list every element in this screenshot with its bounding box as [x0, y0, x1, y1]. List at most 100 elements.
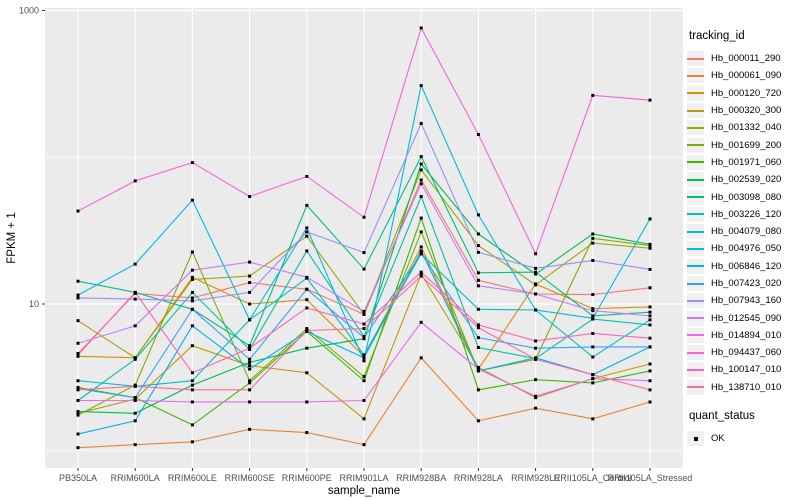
y-axis-title: FPKM + 1: [6, 212, 18, 263]
data-point: [591, 307, 595, 311]
data-point: [476, 132, 480, 136]
legend-item-label: Hb_004079_080: [711, 226, 782, 238]
data-point: [248, 195, 252, 199]
data-point: [648, 336, 652, 340]
data-point: [305, 249, 309, 253]
x-tick-label: RRIM901LA: [339, 473, 388, 483]
data-point: [534, 270, 538, 274]
data-point: [76, 341, 80, 345]
x-tick-label: RRII105LA_Stressed: [608, 473, 693, 483]
legend-key-line-icon: [687, 85, 704, 101]
data-point: [534, 406, 538, 410]
legend-key-line-icon: [687, 310, 704, 326]
legend-item-label: Hb_001699_200: [711, 139, 782, 151]
data-point: [419, 195, 423, 199]
legend-item-quant: OK: [687, 430, 799, 447]
legend-item: Hb_000120_720: [687, 85, 799, 102]
data-point: [419, 162, 423, 166]
data-point: [419, 356, 423, 360]
data-point: [190, 383, 194, 387]
data-point: [534, 252, 538, 256]
data-point: [591, 377, 595, 381]
data-point: [133, 262, 137, 266]
legend-key-line-icon: [687, 241, 704, 257]
legend-item: Hb_138710_010: [687, 379, 799, 396]
legend-key-line-icon: [687, 154, 704, 170]
data-point: [648, 345, 652, 349]
data-point: [534, 292, 538, 296]
data-point: [248, 260, 252, 264]
data-point: [248, 274, 252, 278]
legend-item-label: Hb_012545_090: [711, 312, 782, 324]
legend-item-label: Hb_000320_300: [711, 105, 782, 117]
data-point: [76, 432, 80, 436]
data-point: [76, 319, 80, 323]
legend-item-label: Hb_001971_060: [711, 156, 782, 168]
legend-key-line-icon: [687, 103, 704, 119]
data-point: [648, 400, 652, 404]
data-point: [362, 251, 366, 255]
legend-item: Hb_000320_300: [687, 102, 799, 119]
legend-key-line-icon: [687, 189, 704, 205]
legend-title-quant-status: quant_status: [689, 409, 755, 422]
data-point: [190, 250, 194, 254]
data-point: [305, 275, 309, 279]
data-point: [648, 388, 652, 392]
data-point: [190, 379, 194, 383]
data-point: [190, 371, 194, 375]
data-point: [476, 336, 480, 340]
legend-item-label: Hb_014894_010: [711, 329, 782, 341]
data-point: [248, 381, 252, 385]
x-tick-label: RRIM928BA: [396, 473, 446, 483]
legend-item: Hb_001699_200: [687, 136, 799, 153]
data-point: [133, 411, 137, 415]
data-point: [648, 310, 652, 314]
data-point: [534, 272, 538, 276]
legend-key-point-icon: [687, 431, 704, 447]
data-point: [190, 307, 194, 311]
legend-item-label: Hb_007943_160: [711, 295, 782, 307]
data-point: [190, 161, 194, 165]
legend-key-line-icon: [687, 51, 704, 67]
data-point: [76, 398, 80, 402]
x-tick-label: RRIM600PE: [282, 473, 332, 483]
data-point: [190, 290, 194, 294]
data-point: [76, 446, 80, 450]
data-point: [305, 174, 309, 178]
data-point: [419, 155, 423, 159]
data-point: [305, 298, 309, 302]
data-point: [362, 309, 366, 313]
data-point: [305, 400, 309, 404]
data-point: [362, 267, 366, 271]
data-point: [591, 381, 595, 385]
data-point: [476, 323, 480, 327]
data-point: [476, 388, 480, 392]
legend-key-line-icon: [687, 327, 704, 343]
data-point: [534, 283, 538, 287]
legend-key-line-icon: [687, 224, 704, 240]
data-point: [305, 287, 309, 291]
data-point: [648, 323, 652, 327]
data-point: [362, 356, 366, 360]
data-point: [248, 367, 252, 371]
data-points: [76, 26, 652, 450]
data-point: [476, 367, 480, 371]
data-point: [591, 258, 595, 262]
data-point: [133, 396, 137, 400]
x-tick-label: PB350LA: [59, 473, 97, 483]
data-point: [476, 369, 480, 373]
data-point: [648, 267, 652, 271]
legend-item: Hb_004079_080: [687, 223, 799, 240]
data-point: [476, 271, 480, 275]
legend-key-line-icon: [687, 276, 704, 291]
data-point: [534, 308, 538, 312]
data-point: [248, 357, 252, 361]
legend-key-line-icon: [687, 206, 704, 222]
data-point: [133, 179, 137, 183]
legend-item-label: Hb_006846_120: [711, 260, 782, 272]
legend-items-quant-status: OK: [687, 430, 799, 447]
data-point: [648, 217, 652, 221]
data-point: [190, 198, 194, 202]
y-tick-label: 10: [29, 299, 39, 309]
data-point: [248, 388, 252, 392]
